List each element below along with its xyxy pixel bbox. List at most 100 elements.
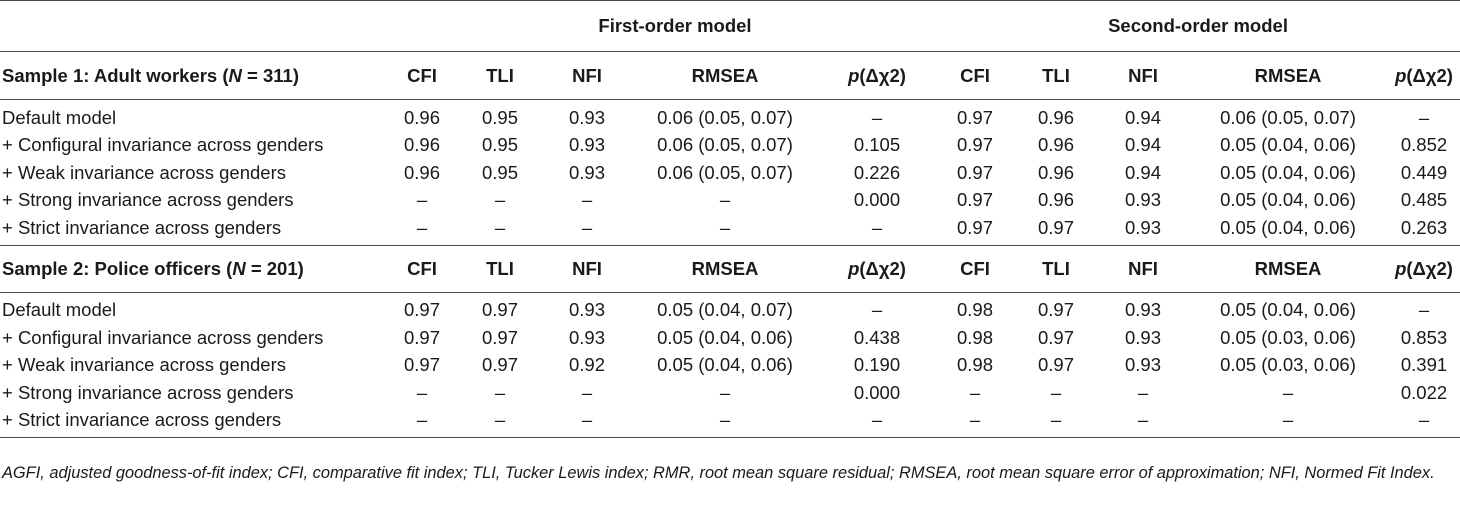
header-empty-cell [0,0,386,52]
second-order-p-value: – [1418,299,1430,321]
second-order-tli-value: – [1014,406,1098,438]
sample-label-suffix: = 201) [245,257,304,279]
table-row: + Weak invariance across genders 0.97 0.97… [0,352,1460,380]
first-order-rmsea-value: 0.05 (0.04, 0.06) [657,354,793,376]
second-order-rmsea-value: 0.05 (0.03, 0.06) [1220,354,1356,376]
second-order-rmsea-value: 0.05 (0.04, 0.06) [1220,189,1356,211]
second-order-p-column-header: p(Δχ2) [1388,51,1460,100]
first-order-nfi-column-header: NFI [542,51,632,100]
first-order-rmsea-value: – [632,406,818,438]
row-label: + Strong invariance across genders [2,381,294,403]
first-order-nfi-value: 0.93 [568,299,605,321]
first-order-tli-value: 0.95 [481,106,518,128]
first-order-p-value: – [818,406,936,438]
second-order-cfi-value: 0.97 [956,161,993,183]
first-order-rmsea-value: 0.05 (0.04, 0.06) [657,326,793,348]
first-order-nfi-value: – [581,189,593,211]
second-order-model-header: Second-order model [936,0,1460,52]
second-order-cfi-value: 0.97 [936,214,1014,246]
first-order-tli-value: 0.97 [481,326,518,348]
second-order-p-value: – [1418,106,1430,128]
table-row: + Configural invariance across genders 0.… [0,324,1460,352]
first-order-cfi-value: – [386,214,458,246]
second-order-nfi-value: – [1137,381,1149,403]
sample-1-label: Sample 1: Adult workers (N = 311) [0,51,386,100]
p-delta-chi-suffix: (Δχ2) [859,257,906,279]
table-row: + Strong invariance across genders – – – – 0.… [0,187,1460,215]
row-label: + Weak invariance across genders [2,354,286,376]
second-order-p-value: 0.852 [1400,134,1448,156]
first-order-tli-value: 0.95 [481,161,518,183]
first-order-rmsea-value: 0.06 (0.05, 0.07) [657,134,793,156]
first-order-rmsea-value: 0.06 (0.05, 0.07) [657,161,793,183]
row-label: + Strong invariance across genders [2,189,294,211]
second-order-p-value: – [1388,406,1460,438]
first-order-p-value: 0.190 [853,354,901,376]
second-order-p-value: 0.853 [1400,326,1448,348]
second-order-p-value: 0.022 [1400,381,1448,403]
sample-1-block: Sample 1: Adult workers (N = 311) CFI TLI N… [0,51,1460,246]
second-order-nfi-value: 0.93 [1124,354,1161,376]
second-order-nfi-value: 0.93 [1124,189,1161,211]
second-order-nfi-value: 0.93 [1098,214,1188,246]
row-label: + Configural invariance across genders [2,326,324,348]
first-order-p-value: 0.226 [853,161,901,183]
second-order-cfi-value: – [969,381,981,403]
sample-label-suffix: = 311) [241,64,299,86]
sample-2-block: Sample 2: Police officers (N = 201) CFI TL… [0,244,1460,438]
second-order-nfi-column-header: NFI [1098,51,1188,100]
second-order-nfi-column-header: NFI [1098,244,1188,293]
second-order-rmsea-value: – [1188,406,1388,438]
second-order-p-value: 0.449 [1400,161,1448,183]
fit-indices-table-page: First-order model Second-order model Sam… [0,0,1460,482]
second-order-tli-value: 0.97 [1037,326,1074,348]
first-order-p-column-header: p(Δχ2) [818,51,936,100]
p-delta-chi-suffix: (Δχ2) [1406,64,1453,86]
first-order-nfi-value: – [542,214,632,246]
second-order-cfi-value: – [936,406,1014,438]
second-order-tli-value: 0.97 [1014,214,1098,246]
table-footnote: AGFI, adjusted goodness-of-fit index; CF… [2,464,1435,482]
first-order-rmsea-column-header: RMSEA [632,244,818,293]
second-order-p-value: 0.485 [1400,189,1448,211]
second-order-cfi-value: 0.98 [956,354,993,376]
sample-label-n: N [228,64,242,86]
second-order-rmsea-value: 0.05 (0.03, 0.06) [1220,326,1356,348]
second-order-cfi-value: 0.98 [956,299,993,321]
first-order-cfi-value: 0.97 [403,354,440,376]
p-symbol: p [1395,257,1407,279]
second-order-tli-value: 0.96 [1037,189,1074,211]
second-order-p-value: 0.391 [1400,354,1448,376]
second-order-p-column-header: p(Δχ2) [1388,244,1460,293]
first-order-tli-value: – [494,189,506,211]
first-order-tli-value: 0.95 [481,134,518,156]
first-order-nfi-value: – [542,406,632,438]
second-order-rmsea-value: 0.06 (0.05, 0.07) [1220,106,1356,128]
first-order-tli-value: 0.97 [481,299,518,321]
table-row: + Strict invariance across genders – – – – –0… [0,214,1460,246]
first-order-nfi-value: 0.93 [568,134,605,156]
second-order-cfi-value: 0.97 [956,189,993,211]
second-order-tli-value: 0.97 [1037,299,1074,321]
second-order-nfi-value: – [1098,406,1188,438]
first-order-nfi-value: 0.93 [568,161,605,183]
first-order-tli-value: – [458,214,542,246]
second-order-tli-value: 0.96 [1037,161,1074,183]
table-row: + Strict invariance across genders – – – – – –… [0,406,1460,438]
table-row: + Strong invariance across genders – – – – 0.… [0,379,1460,407]
p-symbol: p [848,64,860,86]
sample-2-column-header-row: Sample 2: Police officers (N = 201) CFI TL… [0,244,1460,293]
p-symbol: p [848,257,860,279]
table-row: + Configural invariance across genders 0.… [0,132,1460,160]
second-order-nfi-value: 0.94 [1124,161,1161,183]
row-label: Default model [2,106,117,128]
row-label: + Configural invariance across genders [2,134,324,156]
second-order-rmsea-value: 0.05 (0.04, 0.06) [1220,134,1356,156]
second-order-rmsea-column-header: RMSEA [1188,51,1388,100]
first-order-rmsea-value: – [719,189,731,211]
first-order-cfi-value: 0.96 [403,106,440,128]
first-order-cfi-value: – [386,406,458,438]
p-delta-chi-suffix: (Δχ2) [859,64,906,86]
first-order-p-value: – [818,214,936,246]
first-order-nfi-value: 0.93 [568,326,605,348]
